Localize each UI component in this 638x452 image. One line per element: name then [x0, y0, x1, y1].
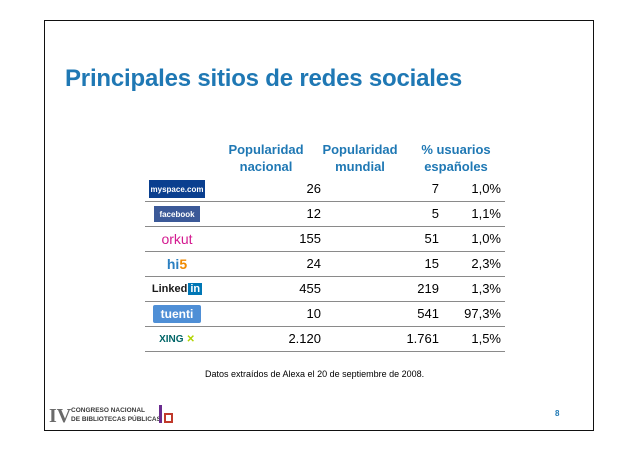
cell-usuarios: 1,5%: [471, 331, 501, 346]
header-mundial-line1: Popularidad: [322, 142, 398, 157]
header-nacional-line1: Popularidad: [228, 142, 304, 157]
header-nacional: Popularidad nacional: [223, 141, 309, 175]
myspace-logo: myspace.com: [145, 177, 209, 201]
xing-logo-word: XING: [159, 333, 184, 345]
header-mundial-line2: mundial: [335, 159, 385, 174]
header-usuarios: % usuarios españoles: [411, 141, 501, 175]
facebook-logo-text: facebook: [154, 206, 200, 222]
table-row: hi5 24 15 2,3%: [145, 252, 505, 277]
table-row: XING ✕ 2.120 1.761 1,5%: [145, 327, 505, 352]
orkut-logo-text: orkut: [161, 231, 193, 247]
cell-mundial: 541: [417, 306, 439, 321]
cell-nacional: 24: [306, 256, 321, 271]
cell-nacional: 455: [299, 281, 321, 296]
cell-mundial: 51: [424, 231, 439, 246]
page-number: 8: [555, 409, 560, 418]
congreso-logo-text: CONGRESO NACIONAL DE BIBLIOTECAS PÚBLICA…: [71, 406, 161, 424]
cell-mundial: 15: [424, 256, 439, 271]
congreso-line2: DE BIBLIOTECAS PÚBLICAS: [71, 416, 161, 423]
cell-nacional: 10: [306, 306, 321, 321]
table-row: tuenti 10 541 97,3%: [145, 302, 505, 327]
hi5-logo: hi5: [145, 252, 209, 276]
linkedin-logo-text-a: Linked: [151, 283, 188, 295]
source-note: Datos extraídos de Alexa el 20 de septie…: [205, 369, 425, 379]
xing-icon: ✕: [186, 333, 195, 345]
congreso-line1: CONGRESO NACIONAL: [71, 407, 146, 414]
cell-usuarios: 2,3%: [471, 256, 501, 271]
slide: Principales sitios de redes sociales Pop…: [44, 20, 594, 431]
cell-mundial: 5: [431, 206, 439, 221]
xing-logo-text: XING ✕: [159, 334, 195, 345]
header-usuarios-line2: españoles: [424, 159, 488, 174]
cell-mundial: 7: [431, 181, 439, 196]
linkedin-logo-text: Linked in: [151, 283, 203, 295]
table-row: Linked in 455 219 1,3%: [145, 277, 505, 302]
facebook-logo: facebook: [145, 202, 209, 226]
linkedin-logo-text-b: in: [188, 283, 203, 295]
cell-nacional: 155: [299, 231, 321, 246]
cell-nacional: 12: [306, 206, 321, 221]
hi5-logo-text: hi5: [167, 256, 187, 272]
tuenti-logo-text: tuenti: [153, 305, 201, 323]
tuenti-logo: tuenti: [145, 302, 209, 326]
header-nacional-line2: nacional: [239, 159, 293, 174]
slide-title: Principales sitios de redes sociales: [65, 65, 463, 92]
header-usuarios-line1: % usuarios: [421, 142, 491, 157]
table-row: orkut 155 51 1,0%: [145, 227, 505, 252]
table-row: myspace.com 26 7 1,0%: [145, 177, 505, 202]
linkedin-logo: Linked in: [145, 277, 209, 301]
cell-mundial: 219: [417, 281, 439, 296]
myspace-logo-box: myspace.com: [149, 180, 205, 198]
biblioteca-logo-icon: [159, 405, 173, 423]
hi5-logo-text-b: 5: [179, 256, 188, 272]
cell-usuarios: 1,3%: [471, 281, 501, 296]
header-mundial: Popularidad mundial: [317, 141, 403, 175]
hi5-logo-text-a: hi: [166, 256, 180, 272]
myspace-logo-text: myspace.com: [150, 184, 204, 194]
cell-mundial: 1.761: [406, 331, 439, 346]
orkut-logo: orkut: [145, 227, 209, 251]
congreso-logo-iv: IV: [49, 405, 72, 427]
cell-usuarios: 1,0%: [471, 181, 501, 196]
cell-usuarios: 1,1%: [471, 206, 501, 221]
table-row: facebook 12 5 1,1%: [145, 202, 505, 227]
congreso-logo: IV CONGRESO NACIONAL DE BIBLIOTECAS PÚBL…: [49, 403, 161, 429]
cell-nacional: 26: [306, 181, 321, 196]
cell-usuarios: 97,3%: [464, 306, 501, 321]
xing-logo: XING ✕: [145, 327, 209, 351]
cell-usuarios: 1,0%: [471, 231, 501, 246]
cell-nacional: 2.120: [288, 331, 321, 346]
